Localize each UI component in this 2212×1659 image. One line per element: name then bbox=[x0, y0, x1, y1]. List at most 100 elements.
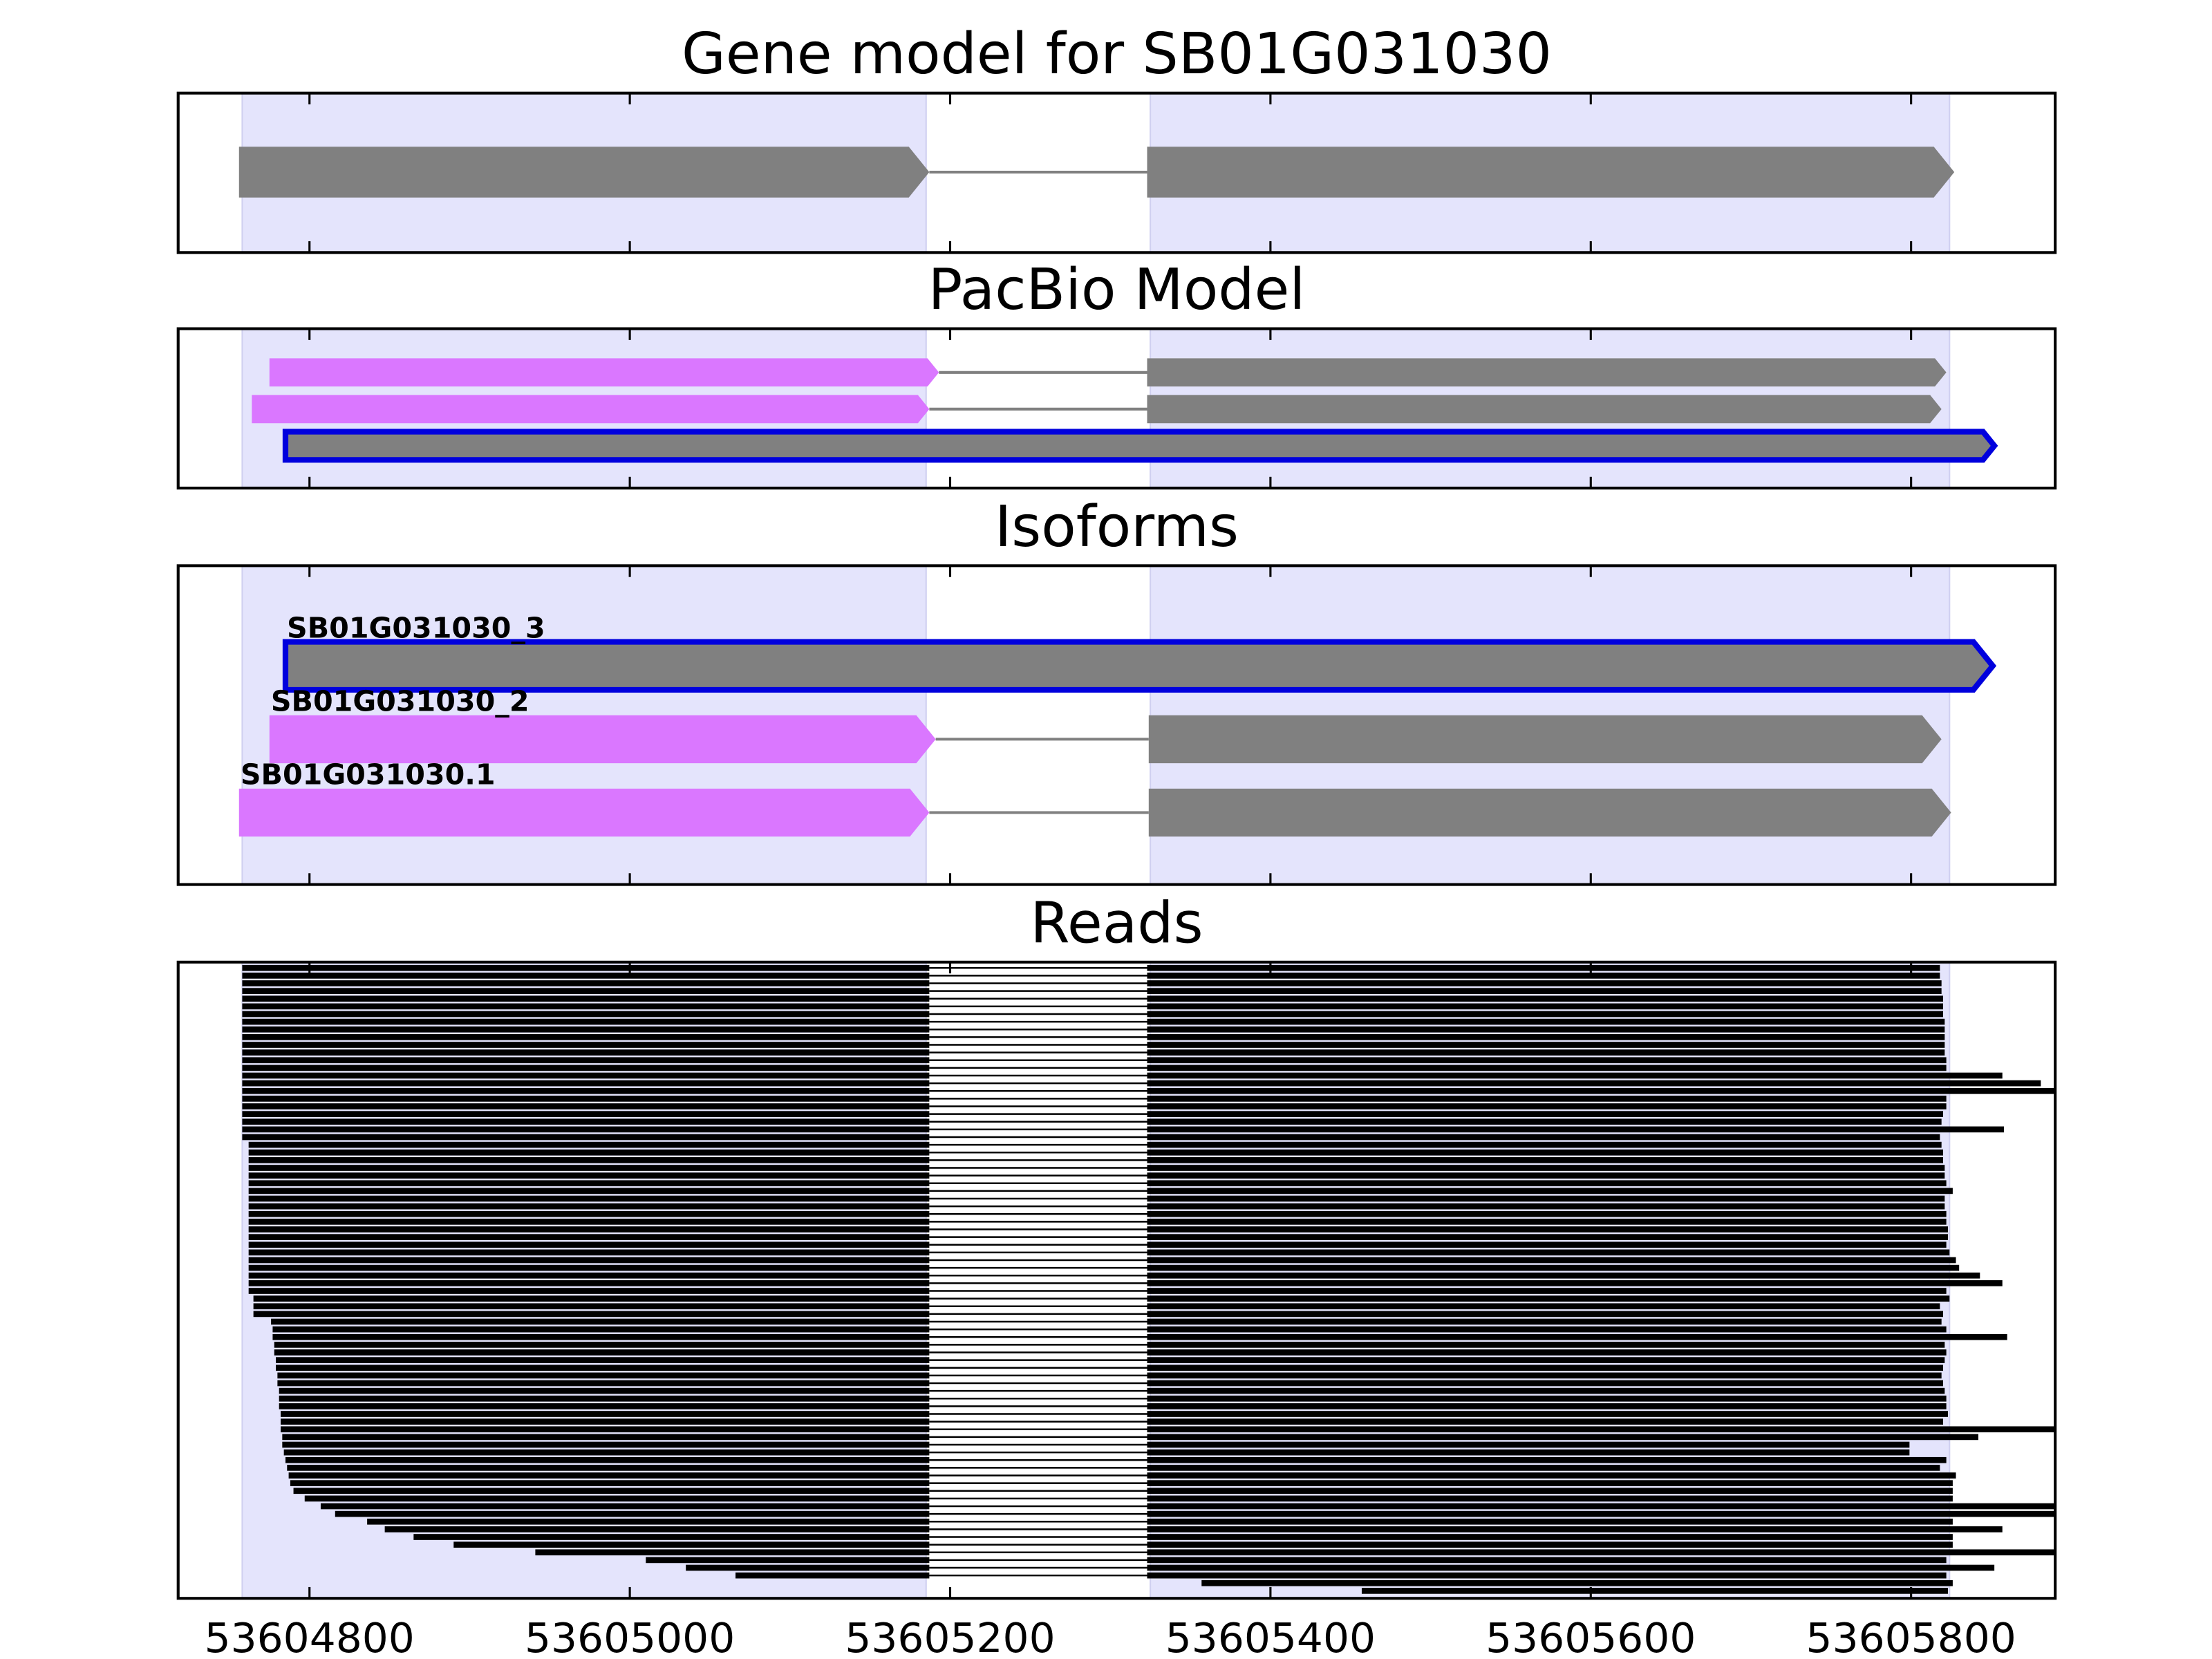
read-block bbox=[1147, 1157, 1944, 1163]
exon bbox=[238, 147, 930, 198]
read-block bbox=[282, 1441, 930, 1448]
read-block bbox=[413, 1534, 930, 1540]
read-block bbox=[1147, 1365, 1944, 1371]
read-block bbox=[242, 1042, 930, 1048]
read-block bbox=[1147, 1103, 1947, 1109]
read-block bbox=[1147, 1503, 2056, 1510]
read-block bbox=[1147, 988, 1942, 994]
exon bbox=[269, 358, 939, 387]
read-block bbox=[1147, 1080, 2041, 1087]
read-block bbox=[1147, 1203, 1945, 1210]
read-block bbox=[1147, 1534, 1953, 1540]
read-block bbox=[242, 1096, 930, 1102]
read-block bbox=[276, 1357, 930, 1363]
read-block bbox=[248, 1165, 930, 1171]
read-block bbox=[1147, 1111, 1944, 1117]
x-tick-label: 53605200 bbox=[845, 1615, 1055, 1659]
read-block bbox=[272, 1326, 930, 1333]
exon bbox=[1148, 788, 1951, 837]
read-block bbox=[281, 1418, 930, 1425]
panel-frame bbox=[176, 327, 2057, 490]
read-block bbox=[242, 1072, 930, 1079]
read-block bbox=[293, 1488, 930, 1494]
read-block bbox=[242, 1080, 930, 1087]
read-block bbox=[248, 1195, 930, 1202]
read-block bbox=[242, 973, 930, 979]
read-block bbox=[248, 1172, 930, 1179]
panel-title: PacBio Model bbox=[928, 257, 1306, 323]
read-block bbox=[1147, 1465, 1940, 1471]
read-block bbox=[242, 1049, 930, 1056]
read-block bbox=[242, 1126, 930, 1133]
read-block bbox=[272, 1333, 930, 1340]
read-block bbox=[1147, 1418, 1944, 1425]
read-block bbox=[248, 1288, 930, 1294]
read-block bbox=[281, 1411, 930, 1417]
read-block bbox=[1361, 1588, 1948, 1594]
read-block bbox=[253, 1311, 930, 1318]
read-block bbox=[279, 1403, 930, 1409]
read-block bbox=[1147, 1126, 2005, 1133]
read-block bbox=[1147, 1426, 2056, 1433]
read-block bbox=[735, 1572, 930, 1579]
read-block bbox=[1147, 1318, 1942, 1325]
read-block bbox=[1147, 1026, 1945, 1033]
read-block bbox=[1147, 1226, 1948, 1232]
read-block bbox=[1147, 1219, 1947, 1225]
x-tick-label: 53605600 bbox=[1485, 1615, 1696, 1659]
read-block bbox=[1147, 1557, 1947, 1564]
read-block bbox=[248, 1157, 930, 1163]
panel-frame bbox=[176, 564, 2057, 886]
x-tick-label: 53605000 bbox=[525, 1615, 735, 1659]
read-block bbox=[274, 1349, 930, 1356]
read-block bbox=[1147, 1510, 2056, 1517]
read-block bbox=[1147, 1188, 1953, 1194]
read-block bbox=[1147, 1149, 1944, 1156]
read-block bbox=[1147, 1195, 1945, 1202]
read-block bbox=[279, 1387, 930, 1394]
read-block bbox=[1147, 1526, 2003, 1533]
read-block bbox=[1147, 1480, 1953, 1486]
read-block bbox=[276, 1365, 930, 1371]
read-block bbox=[242, 988, 930, 994]
read-block bbox=[242, 964, 930, 971]
panel-title: Isoforms bbox=[995, 494, 1239, 560]
read-block bbox=[242, 1111, 930, 1117]
read-block bbox=[1147, 1141, 1942, 1148]
read-block bbox=[1147, 1303, 1940, 1310]
read-block bbox=[277, 1372, 930, 1379]
read-block bbox=[248, 1141, 930, 1148]
read-block bbox=[242, 980, 930, 986]
read-block bbox=[1147, 1434, 1978, 1441]
read-block bbox=[1147, 1488, 1953, 1494]
read-block bbox=[242, 1065, 930, 1071]
read-block bbox=[1147, 1357, 1945, 1363]
read-block bbox=[1147, 1034, 1945, 1040]
read-block bbox=[1147, 1057, 1947, 1064]
read-block bbox=[1147, 1572, 1947, 1579]
exon bbox=[1147, 395, 1942, 424]
read-block bbox=[646, 1557, 930, 1564]
exon bbox=[238, 788, 930, 837]
read-block bbox=[1147, 1403, 1947, 1409]
read-block bbox=[285, 1456, 930, 1463]
isoform-label: SB01G031030_3 bbox=[287, 612, 545, 645]
read-block bbox=[1147, 1272, 1980, 1279]
read-block bbox=[1147, 1011, 1944, 1018]
read-block bbox=[1147, 1564, 1995, 1571]
read-block bbox=[290, 1480, 930, 1486]
read-block bbox=[248, 1188, 930, 1194]
read-block bbox=[1147, 1288, 1947, 1294]
read-block bbox=[279, 1395, 930, 1402]
read-block bbox=[282, 1434, 930, 1441]
read-block bbox=[242, 1003, 930, 1010]
read-block bbox=[248, 1249, 930, 1256]
read-block bbox=[1147, 1549, 2056, 1556]
read-block bbox=[1147, 995, 1944, 1002]
read-block bbox=[248, 1257, 930, 1264]
read-block bbox=[1147, 1210, 1947, 1217]
exon bbox=[282, 429, 1998, 463]
exon bbox=[269, 715, 936, 764]
read-block bbox=[1147, 1441, 1910, 1448]
read-block bbox=[248, 1226, 930, 1232]
